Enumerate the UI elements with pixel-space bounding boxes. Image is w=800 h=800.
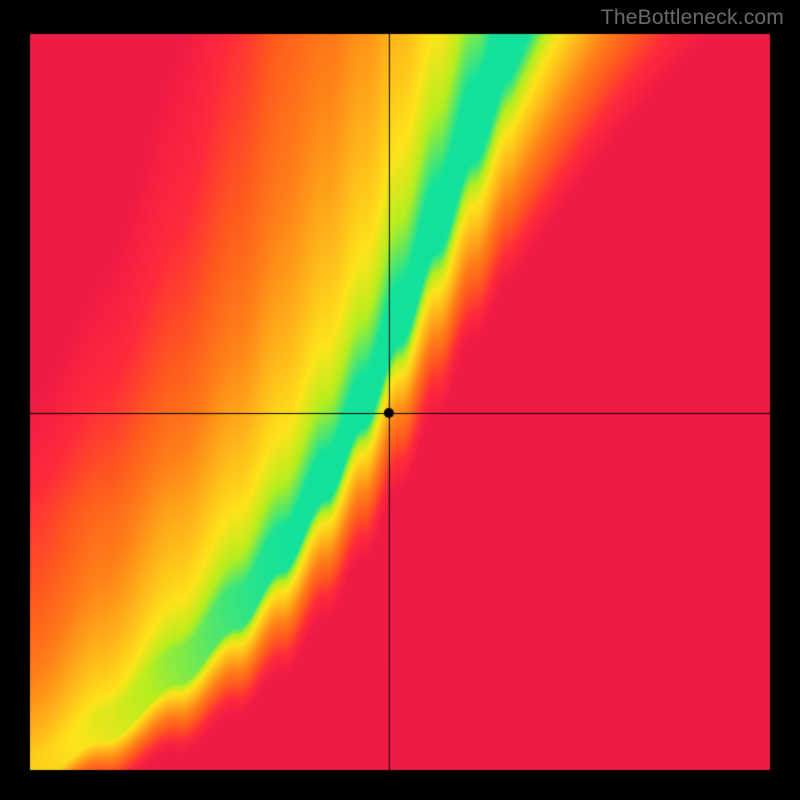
bottleneck-heatmap [0, 0, 800, 800]
watermark-text: TheBottleneck.com [601, 6, 784, 30]
chart-container: TheBottleneck.com [0, 0, 800, 800]
